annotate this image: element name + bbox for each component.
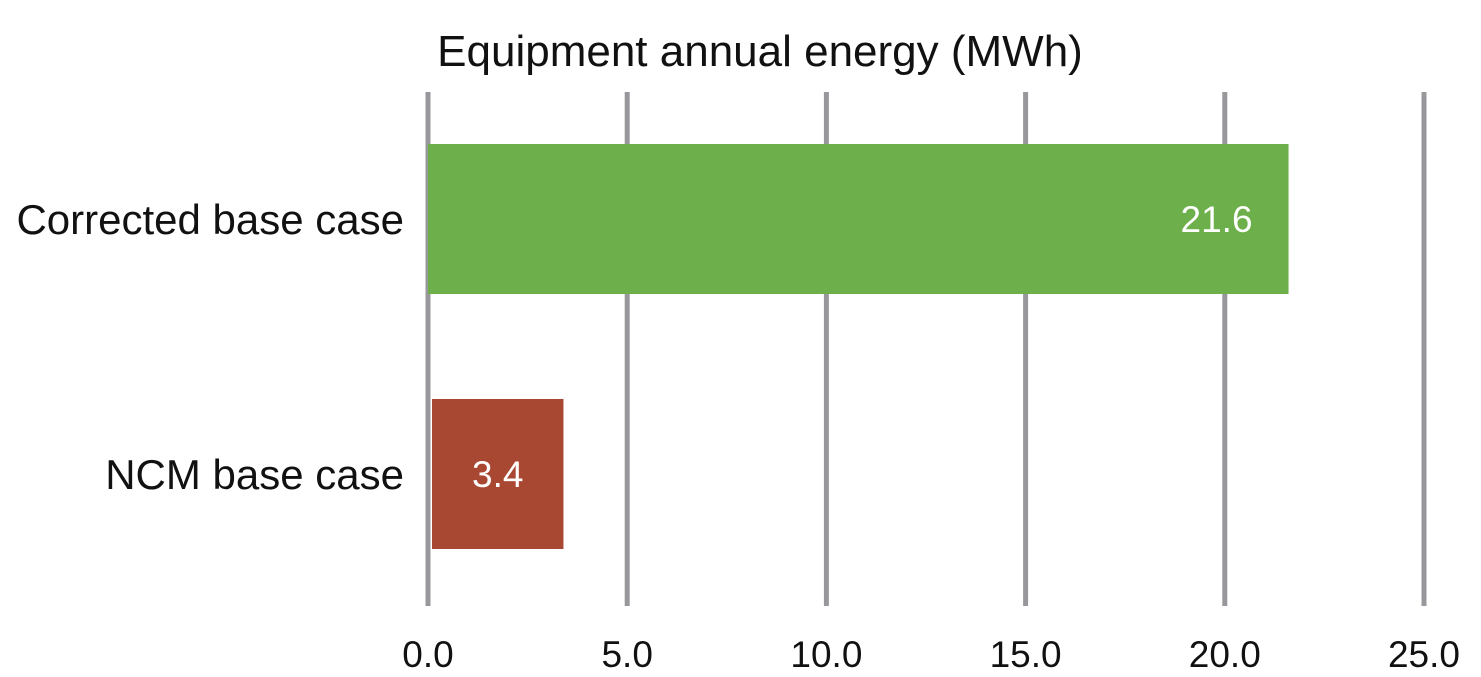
bar	[432, 399, 564, 549]
category-label: NCM base case	[105, 451, 404, 498]
bar-value-label: 21.6	[1181, 199, 1253, 240]
bars: 21.6 3.4	[428, 144, 1289, 549]
x-tick-label: 10.0	[790, 634, 862, 675]
x-tick-label: 5.0	[601, 634, 652, 675]
x-axis-tick-labels: 0.0 5.0 10.0 15.0 20.0 25.0	[402, 634, 1460, 675]
x-tick-label: 20.0	[1189, 634, 1261, 675]
chart-title: Equipment annual energy (MWh)	[437, 27, 1083, 76]
bar-value-label: 3.4	[472, 454, 523, 495]
x-tick-label: 25.0	[1388, 634, 1460, 675]
bar	[428, 144, 1289, 294]
x-tick-label: 0.0	[402, 634, 453, 675]
x-tick-label: 15.0	[990, 634, 1062, 675]
category-labels: Corrected base case NCM base case	[16, 196, 404, 498]
category-label: Corrected base case	[16, 196, 404, 243]
